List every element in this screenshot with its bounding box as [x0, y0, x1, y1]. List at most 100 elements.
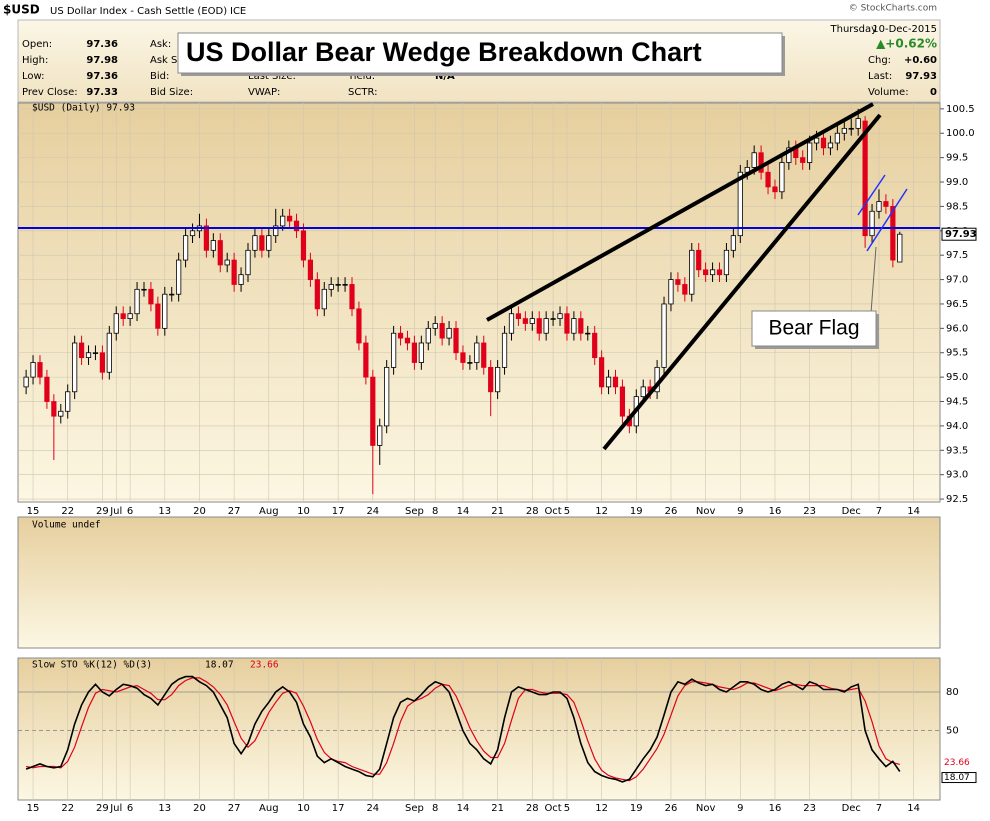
x-tick-label: 12	[595, 506, 608, 517]
candle-body	[453, 327, 459, 354]
candle-body	[619, 386, 626, 417]
x-tick-label: Nov	[696, 803, 716, 814]
annotation-box	[751, 310, 877, 347]
x-tick-label: 17	[332, 506, 345, 517]
x-tick-label: 10	[297, 506, 310, 517]
field-value: 97.98	[86, 55, 118, 66]
y-tick-label: 99.5	[946, 153, 968, 164]
candle-body	[148, 288, 154, 305]
candle-body	[391, 332, 397, 368]
x-tick-label: 23	[803, 506, 816, 517]
x-tick-label: 14	[907, 803, 920, 814]
wedge-upper-line	[486, 102, 874, 322]
field-value: N/A	[435, 71, 455, 82]
x-tick-label: 9	[737, 803, 743, 814]
candle-body	[245, 249, 251, 276]
x-tick-label: 8	[432, 506, 438, 517]
x-tick-label: 14	[907, 506, 920, 517]
change-percent: ▲+0.62%	[876, 37, 937, 51]
x-tick-label: 24	[366, 506, 379, 517]
x-tick-label: 24	[366, 803, 379, 814]
y-tick-label: 97.0	[946, 275, 968, 286]
candle-body	[418, 342, 424, 363]
x-tick-label: Sep	[405, 506, 424, 517]
copyright: © StockCharts.com	[849, 4, 937, 14]
x-tick-label: Aug	[259, 803, 279, 814]
x-tick-label: 6	[127, 506, 133, 517]
candle-body	[252, 235, 258, 251]
candle-body	[307, 259, 314, 280]
field-value: 0	[930, 87, 937, 98]
candle-body	[321, 288, 327, 310]
candle-body	[259, 235, 265, 251]
candle-body	[571, 318, 577, 334]
x-tick-label: 21	[491, 506, 504, 517]
candle-body	[238, 274, 244, 285]
field-label: Last:	[868, 71, 892, 82]
candle-body	[370, 376, 376, 446]
wedge-lower-line	[602, 113, 882, 451]
x-tick-label: Sep	[405, 803, 424, 814]
x-tick-label: 5	[564, 803, 570, 814]
candle-body	[266, 235, 272, 251]
x-tick-label: 8	[432, 803, 438, 814]
x-tick-label: Dec	[842, 506, 861, 517]
candle-body	[550, 318, 556, 320]
field-label: Last Size:	[248, 71, 296, 82]
x-tick-label: 26	[665, 803, 678, 814]
candle-body	[522, 318, 528, 324]
candle-body	[85, 352, 92, 359]
candle-body	[703, 269, 709, 276]
candle-body	[377, 425, 383, 446]
candle-body	[342, 284, 348, 286]
candle-body	[273, 225, 279, 237]
field-label: Open:	[22, 39, 52, 50]
candle-body	[834, 132, 840, 144]
candle-body	[758, 152, 764, 173]
value-tag-label: 23.66	[944, 758, 970, 768]
candle-body	[106, 332, 112, 373]
x-tick-label: 16	[769, 803, 782, 814]
candle-body	[432, 323, 438, 329]
candle-body	[779, 162, 785, 193]
candle-body	[127, 313, 133, 319]
candle-body	[231, 259, 237, 285]
candle-body	[404, 337, 411, 344]
field-value: 97.36	[86, 71, 118, 82]
x-tick-label: 15	[27, 506, 40, 517]
candle-body	[508, 313, 515, 334]
x-tick-label: 22	[61, 506, 74, 517]
candle-body	[23, 376, 29, 388]
candle-body	[876, 201, 882, 212]
candle-body	[564, 313, 570, 334]
volume-panel	[17, 516, 941, 649]
candle-body	[668, 279, 674, 305]
y-tick-label: 98.5	[946, 201, 968, 212]
x-tick-label: 13	[158, 506, 171, 517]
x-tick-label: 14	[457, 803, 470, 814]
x-tick-label: 27	[228, 803, 241, 814]
field-label: Low:	[22, 71, 45, 82]
candle-body	[827, 142, 834, 149]
x-tick-label: 12	[595, 803, 608, 814]
symbol: $USD	[3, 3, 40, 17]
x-tick-label: Oct	[544, 506, 561, 517]
x-tick-label: 20	[193, 506, 206, 517]
field-label: VWAP:	[248, 87, 280, 98]
flag-upper-line	[857, 174, 886, 216]
y-tick-label: 80	[946, 687, 959, 698]
x-tick-label: 27	[228, 506, 241, 517]
candle-body	[446, 327, 452, 339]
candle-body	[883, 201, 889, 207]
candle-body	[224, 259, 230, 266]
candle-body	[474, 342, 480, 363]
candle-body	[134, 288, 140, 315]
y-tick-label: 93.0	[946, 470, 968, 481]
candle-body	[58, 410, 64, 417]
candle-body	[300, 230, 307, 261]
candle-body	[689, 249, 695, 295]
x-tick-label: 16	[769, 506, 782, 517]
candle-body	[592, 332, 598, 359]
candle-body	[113, 313, 119, 334]
